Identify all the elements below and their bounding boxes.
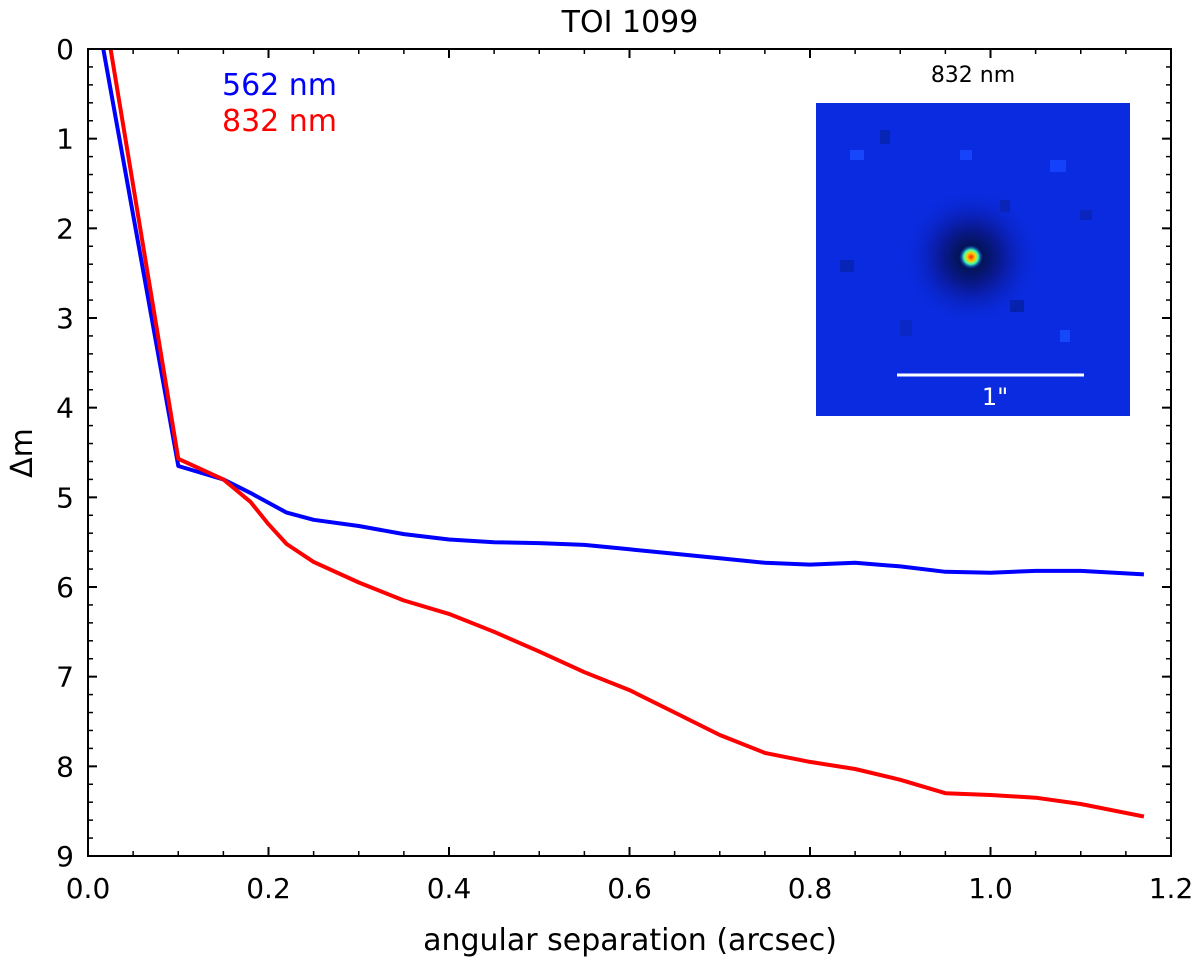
- axes: 0.0 0.2 0.4 0.6 0.8 1.0 1.2 0 1 2 3 4 5 6 7 8 9: [56, 33, 1193, 905]
- x-tick-label: 0.2: [246, 872, 291, 905]
- plot-area: 832 nm 1": [101, 48, 1145, 819]
- x-axis-label: angular separation (arcsec): [423, 923, 837, 958]
- y-axis-label: Δm: [5, 428, 40, 478]
- legend: 562 nm 832 nm: [222, 68, 337, 139]
- y-tick-label: 6: [56, 571, 74, 604]
- y-tick-label: 3: [56, 302, 74, 335]
- x-tick-label: 0.4: [427, 872, 472, 905]
- y-tick-label: 4: [56, 392, 74, 425]
- y-axis: 0 1 2 3 4 5 6 7 8 9: [56, 33, 1171, 873]
- y-tick-label: 8: [56, 750, 74, 783]
- y-tick-label: 1: [56, 123, 74, 156]
- series-line-562nm: [101, 48, 1145, 577]
- target-star: [959, 245, 983, 269]
- chart-title: TOI 1099: [561, 5, 699, 40]
- legend-entry-562nm: 562 nm: [222, 68, 337, 103]
- y-tick-label: 9: [56, 840, 74, 873]
- x-axis: 0.0 0.2 0.4 0.6 0.8 1.0 1.2: [66, 49, 1194, 905]
- y-tick-label: 2: [56, 212, 74, 245]
- x-tick-label: 0.8: [788, 872, 833, 905]
- legend-entry-832nm: 832 nm: [222, 104, 337, 139]
- x-tick-label: 0.0: [66, 872, 111, 905]
- y-tick-label: 0: [56, 33, 74, 66]
- series-layer: [101, 48, 1145, 819]
- x-tick-label: 1.0: [968, 872, 1013, 905]
- x-tick-label: 1.2: [1149, 872, 1194, 905]
- series-line-832nm: [108, 48, 1145, 819]
- speckle-image-inset: 832 nm 1": [816, 63, 1130, 416]
- scale-bar-label: 1": [982, 383, 1008, 411]
- x-tick-label: 0.6: [607, 872, 652, 905]
- y-tick-label: 5: [56, 481, 74, 514]
- inset-label: 832 nm: [931, 63, 1015, 88]
- y-tick-label: 7: [56, 661, 74, 694]
